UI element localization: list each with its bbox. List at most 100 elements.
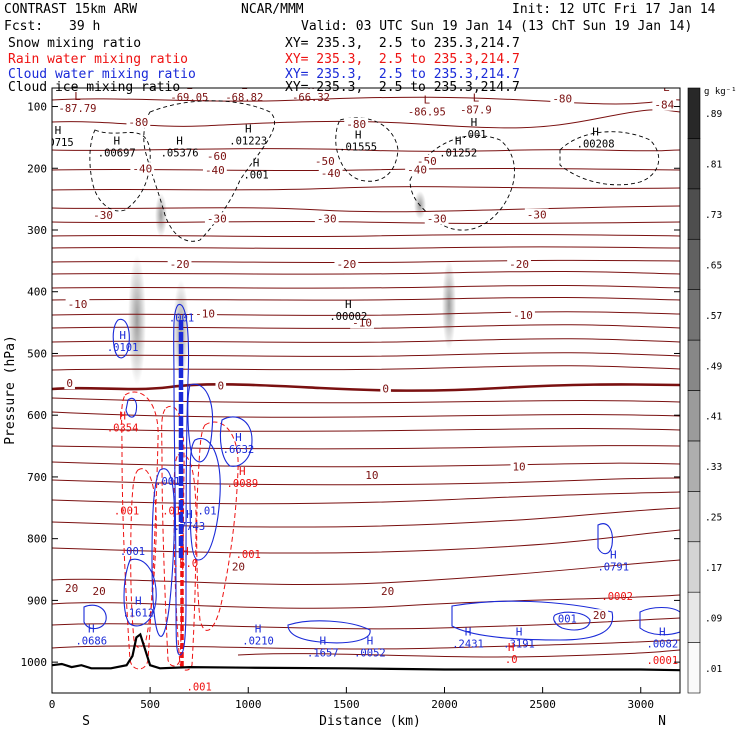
colorbar-swatch (687, 591, 701, 643)
temp-label-bg (590, 609, 609, 622)
extremum-value: .001 (120, 546, 145, 558)
cloud-contour (125, 397, 138, 418)
temp-label-bg (229, 560, 248, 573)
isotherm-line (52, 96, 680, 105)
temp-label: -30 (527, 209, 547, 222)
temp-label-bg (65, 298, 90, 311)
temperature-isotherms (52, 96, 680, 658)
extremum-value: .0210 (242, 635, 274, 647)
extremum-value: .7743 (174, 521, 206, 533)
extremum-mark: H (455, 135, 462, 148)
isotherm-line (52, 324, 680, 329)
temp-label-bg (524, 208, 549, 221)
extremum-mark: L (473, 91, 480, 104)
rain-contour (196, 421, 239, 631)
north-label: N (658, 714, 666, 729)
colorbar-swatch (687, 339, 701, 391)
isotherm-line (52, 397, 680, 404)
forecast-label: Fcst: (4, 19, 44, 34)
colorbar-tick-label: .09 (705, 613, 722, 624)
extremum-mark: H (182, 545, 189, 558)
isotherm-line (52, 594, 680, 609)
y-tick-label: 200 (27, 162, 47, 175)
x-tick-label: 3000 (628, 698, 655, 711)
colorbar-swatch (687, 440, 701, 492)
colorbar-tick-label: .89 (705, 109, 722, 120)
extremum-mark: H (176, 135, 183, 148)
cloud-contour (151, 468, 176, 637)
rain-contours (121, 391, 239, 671)
isotherm-line (52, 205, 680, 213)
extremum-mark: H (119, 329, 126, 342)
extremum-value: .0354 (107, 422, 139, 434)
temp-label: -10 (68, 298, 88, 311)
colorbar-swatch (687, 238, 701, 290)
colorbar-tick-label: .65 (705, 260, 722, 271)
temp-label-bg (314, 212, 339, 225)
temperature-labels: -80 -80-80 -84-60 -50 -50-40 -40 -40 -40-30 -30-… (63, 92, 677, 622)
temp-label-bg (193, 307, 217, 320)
temp-label-bg (312, 154, 337, 167)
extremum-mark: H (55, 124, 62, 137)
extremum-value: .0791 (597, 561, 629, 573)
isotherm-line (52, 352, 680, 357)
isotherm-line (52, 186, 680, 191)
extremum-value: .01 (162, 506, 181, 518)
y-tick-label: 1000 (21, 656, 48, 669)
field-snow-label: Snow mixing ratio (8, 36, 142, 51)
extremum-value: .00697 (98, 148, 136, 160)
extremum-mark: H (592, 125, 599, 138)
colorbar-swatch (687, 541, 701, 593)
temp-label-bg (511, 309, 535, 322)
model-title: CONTRAST 15km ARW (4, 2, 138, 17)
y-tick-label: 100 (27, 101, 47, 114)
extrema-labels: L-87.79L-69.05L-68.82H-66.32 L-86.95L-87.… (52, 88, 678, 693)
extremum-value: .1612 (123, 608, 155, 620)
x-axis: 0 500 1000 1500 2000 2500 3000 (49, 687, 654, 711)
temp-label-bg (510, 460, 528, 473)
cloud-contour (219, 416, 253, 467)
extremum-value: -87.9 (460, 104, 492, 116)
temp-label: -40 (321, 167, 341, 180)
isotherm-line (52, 234, 680, 238)
extremum-mark: L (74, 90, 81, 103)
temp-label: -80 (552, 92, 572, 105)
cloud-contour (83, 604, 107, 630)
y-tick-label: 900 (27, 594, 47, 607)
colorbar-tick-label: .41 (705, 412, 722, 423)
colorbar-unit: g kg⁻¹ (704, 87, 737, 97)
extremum-value: -68.82 (225, 92, 263, 104)
temp-label-bg (63, 582, 81, 595)
temp-label-bg (90, 585, 108, 598)
field-cloudwater-xy: XY= 235.3, 2.5 to 235.3,214.7 (285, 67, 520, 82)
ice-contour (409, 135, 515, 231)
ice-contour (335, 117, 399, 182)
colorbar-swatch (687, 87, 701, 139)
colorbar-tick-label: .57 (705, 311, 722, 322)
extremum-value: .001 (243, 169, 268, 181)
colorbar-tick-label: .49 (705, 361, 722, 372)
y-tick-label: 800 (27, 533, 47, 546)
extremum-mark: H (239, 465, 246, 478)
extremum-mark: H (135, 595, 142, 608)
colorbar-tick-label: .25 (705, 513, 722, 524)
extremum-mark: H (320, 635, 327, 648)
temp-label: -40 (407, 163, 427, 176)
x-tick-label: 500 (140, 698, 160, 711)
plot-frame (51, 87, 681, 694)
extremum-mark: H (367, 635, 374, 648)
extremum-mark: H (610, 548, 617, 561)
forecast-hour: 39 h (69, 19, 101, 34)
isotherm-line (52, 507, 680, 528)
extremum-mark: H (88, 622, 95, 635)
isotherm-line (237, 649, 680, 658)
temp-label: -80 (346, 118, 366, 131)
y-tick-label: 300 (27, 224, 47, 237)
isotherm-line (52, 617, 680, 630)
freezing-level-isotherm (52, 383, 680, 392)
rain-contour (161, 405, 185, 667)
x-tick-label: 1500 (333, 698, 360, 711)
extremum-mark: H (119, 409, 126, 422)
snow-plume (442, 260, 456, 350)
